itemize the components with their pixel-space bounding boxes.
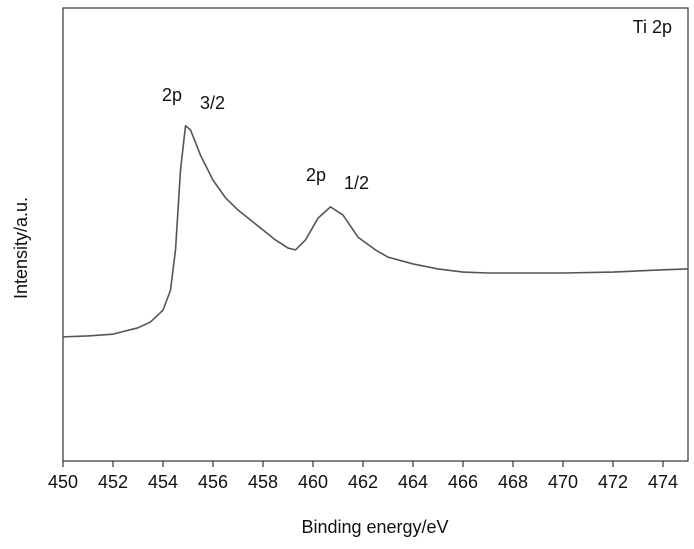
x-tick-label: 454	[148, 472, 178, 492]
x-tick-label: 458	[248, 472, 278, 492]
plot-frame	[62, 7, 689, 462]
x-axis-label: Binding energy/eV	[301, 517, 448, 537]
x-tick-label: 466	[448, 472, 478, 492]
x-tick-label: 450	[48, 472, 78, 492]
x-tick-label: 460	[298, 472, 328, 492]
x-tick-label: 472	[598, 472, 628, 492]
x-tick-label: 452	[98, 472, 128, 492]
x-tick-label: 464	[398, 472, 428, 492]
panel-label: Ti 2p	[633, 17, 672, 37]
x-tick-label: 462	[348, 472, 378, 492]
x-tick-label: 470	[548, 472, 578, 492]
x-tick-label: 456	[198, 472, 228, 492]
peak-label-sub: 3/2	[200, 93, 225, 113]
y-axis-label: Intensity/a.u.	[11, 197, 31, 299]
data-line	[62, 124, 689, 338]
peak-label: 2p	[162, 85, 182, 105]
x-tick-label: 474	[648, 472, 678, 492]
peak-label-sub: 1/2	[344, 173, 369, 193]
peak-label: 2p	[306, 165, 326, 185]
x-tick-label: 468	[498, 472, 528, 492]
